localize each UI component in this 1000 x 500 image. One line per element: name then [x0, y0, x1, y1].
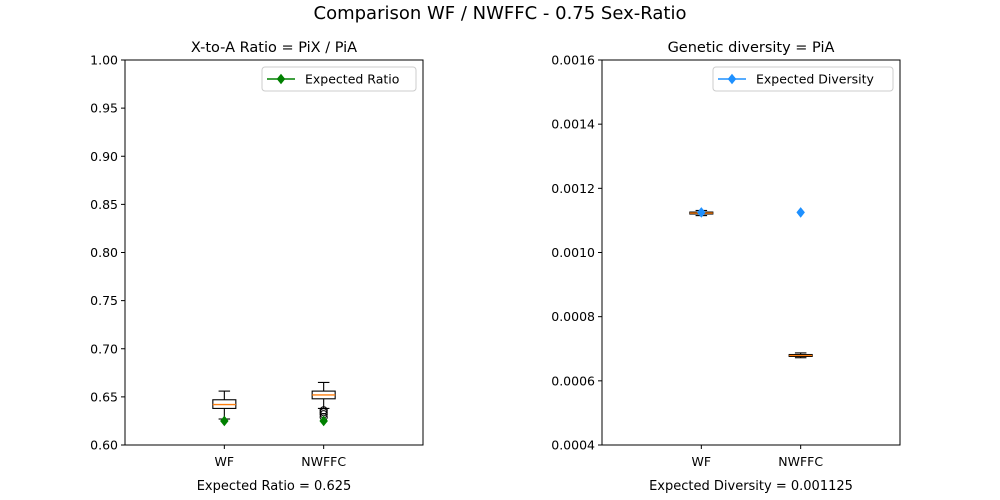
box-nwffc: [311, 381, 336, 422]
axes-frame: [601, 59, 901, 446]
y-tick-label: 0.65: [90, 389, 118, 404]
figure-title: Comparison WF / NWFFC - 0.75 Sex-Ratio: [313, 3, 687, 24]
x-axis-label: Expected Ratio = 0.625: [197, 479, 352, 494]
y-tick-label: 0.75: [90, 293, 118, 308]
axes-frame: [124, 59, 424, 446]
y-tick-label: 0.90: [90, 149, 118, 164]
box-nwffc: [788, 352, 813, 359]
legend-frame: [261, 66, 417, 92]
legend: Expected Ratio: [261, 66, 417, 92]
x-tick-label: WF: [692, 454, 712, 469]
y-tick-label: 0.0010: [551, 245, 595, 260]
y-tick-label: 0.80: [90, 245, 118, 260]
box-wf: [212, 390, 237, 420]
x-axis-label: Expected Diversity = 0.001125: [649, 479, 853, 494]
y-tick-label: 0.0006: [551, 373, 595, 388]
y-tick-label: 0.0012: [551, 181, 595, 196]
legend-frame: [712, 66, 894, 92]
panel-title: X-to-A Ratio = PiX / PiA: [191, 40, 357, 56]
legend: Expected Diversity: [712, 66, 894, 92]
expected-marker: [220, 415, 229, 427]
y-tick-label: 0.95: [90, 101, 118, 116]
legend-label: Expected Ratio: [305, 72, 399, 87]
y-tick-label: 0.70: [90, 341, 118, 356]
expected-marker: [319, 415, 328, 427]
panel-title: Genetic diversity = PiA: [668, 40, 835, 56]
y-tick-label: 0.85: [90, 197, 118, 212]
x-tick-label: WF: [215, 454, 235, 469]
expected-marker: [796, 207, 805, 218]
y-tick-label: 1.00: [90, 53, 118, 68]
expected-marker: [697, 207, 706, 218]
y-tick-label: 0.0016: [551, 53, 595, 68]
legend-marker: [727, 73, 737, 85]
y-tick-label: 0.60: [90, 438, 118, 453]
y-tick-label: 0.0004: [551, 438, 595, 453]
ratio-boxplot-panel: X-to-A Ratio = PiX / PiA 0.60 0.65 0.70 0.75…: [90, 40, 424, 494]
diversity-boxplot-panel: Genetic diversity = PiA 0.0004 0.0006 0.000…: [551, 40, 901, 494]
y-tick-label: 0.0008: [551, 309, 595, 324]
x-tick-label: NWFFC: [301, 454, 346, 469]
x-tick-label: NWFFC: [778, 454, 823, 469]
legend-marker: [276, 73, 286, 85]
y-tick-label: 0.0014: [551, 117, 595, 132]
legend-label: Expected Diversity: [756, 72, 875, 87]
